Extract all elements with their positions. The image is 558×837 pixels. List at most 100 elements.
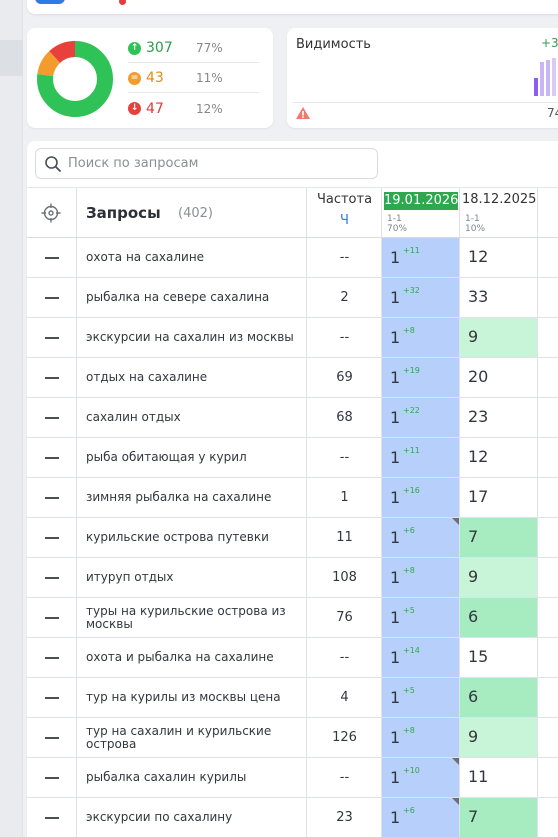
minus-icon[interactable] — [45, 817, 59, 819]
header-queries[interactable]: Запросы (402) — [77, 188, 307, 237]
query-cell[interactable]: рыба обитающая у курил — [77, 438, 307, 477]
position-current-cell[interactable]: 1 +11 — [382, 438, 460, 477]
table-row[interactable]: рыба обитающая у курил -- 1 +11 12 — [27, 438, 558, 478]
header-select-cell[interactable] — [27, 188, 77, 237]
position-current-cell[interactable]: 1 +8 — [382, 318, 460, 357]
position-current-cell[interactable]: 1 +16 — [382, 478, 460, 517]
row-toggle-cell[interactable] — [27, 238, 77, 277]
query-cell[interactable]: итуруп отдых — [77, 558, 307, 597]
minus-icon[interactable] — [45, 777, 59, 779]
stat-up[interactable]: ↑ 307 77% — [128, 34, 259, 63]
minus-icon[interactable] — [45, 657, 59, 659]
position-previous-cell[interactable]: 7 — [460, 798, 538, 837]
minus-icon[interactable] — [45, 417, 59, 419]
row-toggle-cell[interactable] — [27, 798, 77, 837]
position-current-cell[interactable]: 1 +8 — [382, 558, 460, 597]
query-cell[interactable]: сахалин отдых — [77, 398, 307, 437]
query-cell[interactable]: охота на сахалине — [77, 238, 307, 277]
frequency-type[interactable]: Ч — [340, 213, 349, 228]
row-toggle-cell[interactable] — [27, 558, 77, 597]
row-toggle-cell[interactable] — [27, 758, 77, 797]
row-toggle-cell[interactable] — [27, 358, 77, 397]
position-current-cell[interactable]: 1 +22 — [382, 398, 460, 437]
search-box[interactable] — [35, 148, 378, 179]
row-toggle-cell[interactable] — [27, 598, 77, 637]
table-row[interactable]: тур на курилы из москвы цена 4 1 +5 6 — [27, 678, 558, 718]
row-toggle-cell[interactable] — [27, 438, 77, 477]
position-current-cell[interactable]: 1 +5 — [382, 678, 460, 717]
minus-icon[interactable] — [45, 297, 59, 299]
query-cell[interactable]: тур на сахалин и курильские острова — [77, 718, 307, 757]
minus-icon[interactable] — [45, 537, 59, 539]
table-row[interactable]: зимняя рыбалка на сахалине 1 1 +16 17 — [27, 478, 558, 518]
row-toggle-cell[interactable] — [27, 718, 77, 757]
table-row[interactable]: охота на сахалине -- 1 +11 12 — [27, 238, 558, 278]
position-current-cell[interactable]: 1 +32 — [382, 278, 460, 317]
position-current-cell[interactable]: 1 +5 — [382, 598, 460, 637]
header-frequency[interactable]: Частота Ч — [307, 188, 382, 237]
position-current-cell[interactable]: 1 +10 — [382, 758, 460, 797]
table-row[interactable]: охота и рыбалка на сахалине -- 1 +14 15 — [27, 638, 558, 678]
row-toggle-cell[interactable] — [27, 278, 77, 317]
position-current-cell[interactable]: 1 +14 — [382, 638, 460, 677]
query-cell[interactable]: курильские острова путевки — [77, 518, 307, 557]
position-previous-cell[interactable]: 12 — [460, 438, 538, 477]
minus-icon[interactable] — [45, 337, 59, 339]
stat-equal[interactable]: = 43 11% — [128, 64, 259, 93]
query-cell[interactable]: туры на курильские острова из москвы — [77, 598, 307, 637]
header-date-previous[interactable]: 18.12.2025 1-1 10% — [460, 188, 538, 237]
minus-icon[interactable] — [45, 577, 59, 579]
minus-icon[interactable] — [45, 457, 59, 459]
table-row[interactable]: рыбалка сахалин курилы -- 1 +10 11 — [27, 758, 558, 798]
row-toggle-cell[interactable] — [27, 398, 77, 437]
position-previous-cell[interactable]: 12 — [460, 238, 538, 277]
row-toggle-cell[interactable] — [27, 638, 77, 677]
minus-icon[interactable] — [45, 257, 59, 259]
position-current-cell[interactable]: 1 +19 — [382, 358, 460, 397]
position-previous-cell[interactable]: 17 — [460, 478, 538, 517]
table-row[interactable]: тур на сахалин и курильские острова 126 1 +… — [27, 718, 558, 758]
table-row[interactable]: экскурсии по сахалину 23 1 +6 7 — [27, 798, 558, 837]
position-previous-cell[interactable]: 9 — [460, 718, 538, 757]
query-cell[interactable]: тур на курилы из москвы цена — [77, 678, 307, 717]
minus-icon[interactable] — [45, 697, 59, 699]
minus-icon[interactable] — [45, 617, 59, 619]
search-input[interactable] — [68, 156, 368, 171]
primary-button[interactable] — [35, 0, 65, 4]
position-previous-cell[interactable]: 6 — [460, 678, 538, 717]
position-current-cell[interactable]: 1 +6 — [382, 798, 460, 837]
header-date-current[interactable]: 19.01.2026 1-1 70% — [382, 188, 460, 237]
row-toggle-cell[interactable] — [27, 318, 77, 357]
row-toggle-cell[interactable] — [27, 518, 77, 557]
table-row[interactable]: сахалин отдых 68 1 +22 23 — [27, 398, 558, 438]
query-cell[interactable]: экскурсии по сахалину — [77, 798, 307, 837]
table-row[interactable]: экскурсии на сахалин из москвы -- 1 +8 9 — [27, 318, 558, 358]
minus-icon[interactable] — [45, 737, 59, 739]
table-row[interactable]: курильские острова путевки 11 1 +6 7 — [27, 518, 558, 558]
position-current-cell[interactable]: 1 +11 — [382, 238, 460, 277]
row-toggle-cell[interactable] — [27, 478, 77, 517]
query-cell[interactable]: рыбалка сахалин курилы — [77, 758, 307, 797]
position-previous-cell[interactable]: 33 — [460, 278, 538, 317]
position-previous-cell[interactable]: 20 — [460, 358, 538, 397]
query-cell[interactable]: рыбалка на севере сахалина — [77, 278, 307, 317]
position-previous-cell[interactable]: 6 — [460, 598, 538, 637]
crosshair-icon[interactable] — [41, 203, 61, 223]
position-previous-cell[interactable]: 15 — [460, 638, 538, 677]
row-toggle-cell[interactable] — [27, 678, 77, 717]
table-row[interactable]: итуруп отдых 108 1 +8 9 — [27, 558, 558, 598]
table-row[interactable]: туры на курильские острова из москвы 76 1 +… — [27, 598, 558, 638]
position-previous-cell[interactable]: 9 — [460, 318, 538, 357]
minus-icon[interactable] — [45, 377, 59, 379]
position-previous-cell[interactable]: 7 — [460, 518, 538, 557]
query-cell[interactable]: охота и рыбалка на сахалине — [77, 638, 307, 677]
stat-down[interactable]: ↓ 47 12% — [128, 94, 259, 123]
minus-icon[interactable] — [45, 497, 59, 499]
position-previous-cell[interactable]: 11 — [460, 758, 538, 797]
query-cell[interactable]: экскурсии на сахалин из москвы — [77, 318, 307, 357]
sidebar-active-item[interactable] — [0, 40, 23, 76]
position-current-cell[interactable]: 1 +8 — [382, 718, 460, 757]
position-previous-cell[interactable]: 9 — [460, 558, 538, 597]
query-cell[interactable]: отдых на сахалине — [77, 358, 307, 397]
query-cell[interactable]: зимняя рыбалка на сахалине — [77, 478, 307, 517]
